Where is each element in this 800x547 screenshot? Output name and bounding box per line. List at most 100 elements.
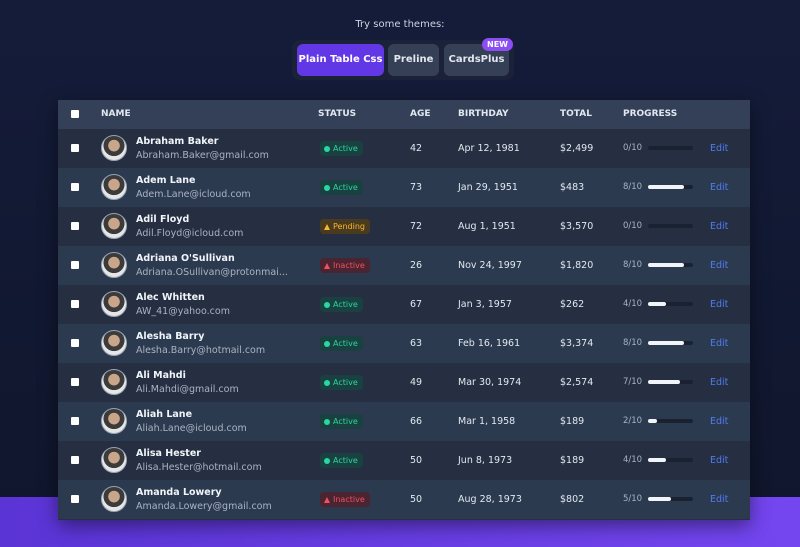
table-row: Adem Lane Adem.Lane@icloud.com Active 73 Jan… <box>58 168 750 207</box>
status-badge: Pending <box>320 219 370 234</box>
total-cell: $3,374 <box>560 338 594 349</box>
progress-fill <box>648 380 680 384</box>
age-cell: 50 <box>410 455 423 466</box>
total-cell: $2,499 <box>560 143 594 154</box>
status-text: Active <box>333 183 358 192</box>
status-badge: Active <box>320 453 363 468</box>
user-name: Adil Floyd <box>136 214 190 225</box>
row-checkbox[interactable] <box>71 378 79 386</box>
avatar <box>101 369 127 395</box>
theme-label: Plain Table Css <box>298 54 383 65</box>
edit-link[interactable]: Edit <box>710 377 729 388</box>
table-row: Alec Whitten AW_41@yahoo.com Active 67 Jan 3… <box>58 285 750 324</box>
status-icon <box>324 418 330 425</box>
edit-link[interactable]: Edit <box>710 416 729 427</box>
edit-link[interactable]: Edit <box>710 494 729 505</box>
column-header: AGE <box>410 109 431 119</box>
new-badge: NEW <box>482 38 513 51</box>
table-row: Adil Floyd Adil.Floyd@icloud.com Pending 72… <box>58 207 750 246</box>
theme-label: Preline <box>393 54 434 65</box>
row-checkbox[interactable] <box>71 300 79 308</box>
status-text: Inactive <box>333 261 365 270</box>
edit-link[interactable]: Edit <box>710 338 729 349</box>
row-checkbox[interactable] <box>71 339 79 347</box>
user-email: Ali.Mahdi@gmail.com <box>136 384 239 395</box>
progress-text: 0/10 <box>623 143 643 153</box>
column-header: PROGRESS <box>623 109 678 119</box>
row-checkbox[interactable] <box>71 456 79 464</box>
user-email: Aliah.Lane@icloud.com <box>136 423 247 434</box>
row-checkbox[interactable] <box>71 261 79 269</box>
theme-button[interactable]: Preline <box>388 44 439 76</box>
status-icon <box>324 379 330 386</box>
birthday-cell: Mar 1, 1958 <box>458 416 516 427</box>
progress-text: 7/10 <box>623 377 643 387</box>
row-checkbox[interactable] <box>71 495 79 503</box>
avatar <box>101 252 127 278</box>
progress-text: 8/10 <box>623 338 643 348</box>
progress-fill <box>648 302 666 306</box>
edit-link[interactable]: Edit <box>710 221 729 232</box>
edit-link[interactable]: Edit <box>710 299 729 310</box>
birthday-cell: Jun 8, 1973 <box>458 455 513 466</box>
table-row: Adriana O'Sullivan Adriana.OSullivan@prot… <box>58 246 750 285</box>
progress-track <box>648 380 693 384</box>
status-icon <box>324 301 330 308</box>
total-cell: $2,574 <box>560 377 594 388</box>
row-checkbox[interactable] <box>71 222 79 230</box>
user-name: Alec Whitten <box>136 292 205 303</box>
user-name: Aliah Lane <box>136 409 193 420</box>
avatar <box>101 135 127 161</box>
birthday-cell: Jan 29, 1951 <box>458 182 518 193</box>
user-email: AW_41@yahoo.com <box>136 306 230 317</box>
birthday-cell: Feb 16, 1961 <box>458 338 521 349</box>
age-cell: 63 <box>410 338 423 349</box>
edit-link[interactable]: Edit <box>710 143 729 154</box>
header-row: NAME STATUS AGE BIRTHDAY TOTAL PROGRESS <box>58 100 750 129</box>
row-checkbox[interactable] <box>71 144 79 152</box>
edit-link[interactable]: Edit <box>710 455 729 466</box>
column-header: STATUS <box>318 109 357 119</box>
progress-track <box>648 146 693 150</box>
status-badge: Active <box>320 297 363 312</box>
avatar <box>101 486 127 512</box>
total-cell: $483 <box>560 182 585 193</box>
table-row: Ali Mahdi Ali.Mahdi@gmail.com Active 49 Mar … <box>58 363 750 402</box>
status-badge: Active <box>320 180 363 195</box>
age-cell: 67 <box>410 299 423 310</box>
row-checkbox[interactable] <box>71 183 79 191</box>
edit-link[interactable]: Edit <box>710 182 729 193</box>
birthday-cell: Aug 28, 1973 <box>458 494 522 505</box>
status-icon <box>324 145 330 152</box>
progress-text: 8/10 <box>623 260 643 270</box>
status-text: Active <box>333 456 358 465</box>
progress-track <box>648 419 693 423</box>
row-checkbox[interactable] <box>71 417 79 425</box>
birthday-cell: Apr 12, 1981 <box>458 143 520 154</box>
progress-text: 4/10 <box>623 299 643 309</box>
status-text: Active <box>333 417 358 426</box>
table-row: Abraham Baker Abraham.Baker@gmail.com Acti… <box>58 129 750 168</box>
birthday-cell: Mar 30, 1974 <box>458 377 522 388</box>
user-email: Amanda.Lowery@gmail.com <box>136 501 272 512</box>
select-all-checkbox[interactable] <box>71 110 79 118</box>
age-cell: 66 <box>410 416 423 427</box>
total-cell: $3,570 <box>560 221 594 232</box>
status-badge: Active <box>320 414 363 429</box>
progress-track <box>648 224 693 228</box>
progress-track <box>648 302 693 306</box>
status-text: Inactive <box>333 495 365 504</box>
column-header: TOTAL <box>560 109 592 119</box>
theme-button[interactable]: CardsPlus NEW <box>444 38 513 76</box>
progress-fill <box>648 185 684 189</box>
theme-button[interactable]: Plain Table Css <box>297 44 384 76</box>
total-cell: $189 <box>560 455 585 466</box>
status-badge: Inactive <box>320 492 370 507</box>
age-cell: 42 <box>410 143 423 154</box>
user-name: Alisa Hester <box>136 448 201 459</box>
progress-fill <box>648 458 666 462</box>
age-cell: 26 <box>410 260 423 271</box>
progress-fill <box>648 263 684 267</box>
edit-link[interactable]: Edit <box>710 260 729 271</box>
status-icon <box>324 457 330 464</box>
